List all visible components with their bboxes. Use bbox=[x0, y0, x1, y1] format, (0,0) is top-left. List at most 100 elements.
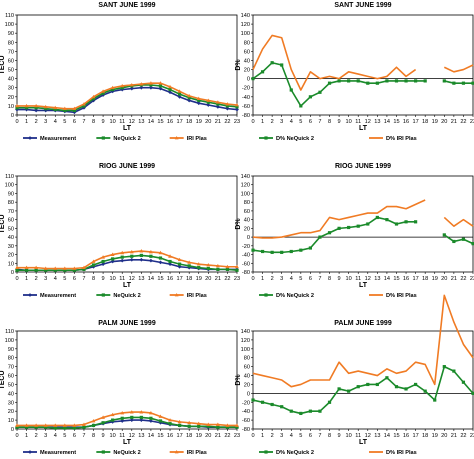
x-tick-label: 16 bbox=[403, 119, 409, 125]
data-point bbox=[187, 420, 192, 425]
data-point bbox=[177, 94, 182, 99]
series-iri-plas bbox=[15, 410, 239, 427]
x-tick-label: 2 bbox=[35, 433, 38, 439]
data-point bbox=[24, 106, 29, 110]
y-tick-label: 140 bbox=[241, 174, 250, 180]
y-tick-label: 110 bbox=[5, 174, 14, 180]
data-point bbox=[318, 90, 322, 94]
data-point bbox=[24, 268, 29, 272]
y-tick-label: 30 bbox=[8, 86, 14, 92]
y-tick-label: 40 bbox=[244, 218, 250, 224]
data-point bbox=[366, 81, 370, 85]
data-point bbox=[404, 79, 408, 83]
data-point bbox=[15, 268, 19, 272]
data-point bbox=[15, 106, 19, 110]
data-point bbox=[394, 385, 399, 389]
x-tick-label: 0 bbox=[15, 276, 18, 282]
x-tick-label: 3 bbox=[280, 433, 283, 439]
data-point bbox=[215, 422, 220, 426]
panel-palm-dpct: PALM JUNE 1999-80-60-40-2002040608010012… bbox=[235, 294, 474, 456]
data-point bbox=[139, 253, 143, 258]
x-tick-label: 2 bbox=[271, 276, 274, 282]
data-point bbox=[375, 215, 379, 220]
y-tick-label: -80 bbox=[242, 113, 250, 119]
y-tick-label: 50 bbox=[8, 226, 14, 232]
data-point bbox=[111, 257, 115, 261]
x-axis-label: LT bbox=[123, 282, 132, 289]
x-tick-label: 6 bbox=[309, 276, 312, 282]
y-tick-label: 20 bbox=[8, 95, 14, 101]
data-point bbox=[101, 89, 105, 93]
data-point bbox=[206, 263, 211, 267]
x-tick-label: 20 bbox=[205, 276, 211, 282]
data-point bbox=[101, 415, 105, 419]
y-tick-label: 0 bbox=[247, 77, 250, 83]
data-point bbox=[318, 235, 322, 239]
legend-label: NeQuick 2 bbox=[113, 293, 140, 299]
data-point bbox=[158, 419, 163, 423]
legend-item: D% IRI Plas bbox=[369, 293, 417, 299]
data-point bbox=[120, 255, 124, 259]
x-tick-label: 14 bbox=[384, 276, 390, 282]
data-point bbox=[111, 87, 115, 92]
series-d-nequick-2 bbox=[251, 61, 474, 108]
data-point bbox=[251, 248, 255, 252]
y-axis-label: D% bbox=[235, 59, 242, 71]
data-point bbox=[120, 86, 124, 90]
data-point bbox=[471, 242, 474, 246]
legend-item: D% NeQuick 2 bbox=[259, 293, 314, 299]
y-tick-label: 60 bbox=[8, 374, 14, 380]
x-tick-label: 13 bbox=[138, 433, 144, 439]
y-tick-label: 140 bbox=[241, 329, 250, 335]
data-point bbox=[235, 425, 239, 429]
series-d-iri-plas bbox=[252, 34, 474, 91]
data-point bbox=[43, 266, 48, 270]
legend-item: IRI Plas bbox=[169, 136, 207, 142]
x-tick-label: 17 bbox=[412, 276, 418, 282]
y-tick-label: 140 bbox=[241, 13, 250, 19]
x-tick-label: 9 bbox=[102, 276, 105, 282]
x-tick-label: 8 bbox=[92, 119, 95, 125]
x-tick-label: 10 bbox=[346, 433, 352, 439]
data-point bbox=[177, 419, 182, 424]
x-tick-label: 7 bbox=[318, 433, 321, 439]
x-tick-label: 22 bbox=[460, 119, 466, 125]
data-point bbox=[225, 267, 230, 271]
legend-label: Measurement bbox=[40, 450, 76, 456]
x-tick-label: 8 bbox=[328, 276, 331, 282]
y-tick-label: 60 bbox=[8, 218, 14, 224]
data-point bbox=[43, 104, 48, 109]
data-point bbox=[251, 398, 255, 402]
legend-marker bbox=[28, 136, 32, 140]
x-tick-label: 19 bbox=[196, 119, 202, 125]
data-point bbox=[356, 79, 360, 83]
data-point bbox=[129, 257, 134, 262]
data-point bbox=[82, 425, 86, 429]
x-tick-label: 11 bbox=[119, 119, 125, 125]
data-point bbox=[53, 266, 58, 270]
data-point bbox=[216, 102, 220, 106]
data-point bbox=[101, 262, 105, 267]
data-point bbox=[53, 426, 57, 430]
x-tick-label: 12 bbox=[365, 119, 371, 125]
x-tick-label: 16 bbox=[167, 433, 173, 439]
x-tick-label: 0 bbox=[251, 119, 254, 125]
data-point bbox=[318, 409, 322, 413]
y-tick-label: -60 bbox=[242, 104, 250, 110]
chart-title: SANT JUNE 1999 bbox=[334, 2, 391, 9]
series-iri-plas bbox=[15, 81, 239, 111]
panel-riog-tecu: RIOG JUNE 199901020304050607080901001100… bbox=[0, 163, 240, 299]
data-point bbox=[206, 424, 210, 428]
series-line bbox=[252, 34, 417, 91]
x-tick-label: 23 bbox=[470, 433, 474, 439]
data-point bbox=[196, 421, 201, 426]
data-point bbox=[289, 88, 293, 92]
data-point bbox=[235, 423, 239, 427]
y-tick-label: -60 bbox=[242, 261, 250, 267]
x-tick-label: 7 bbox=[318, 119, 321, 125]
series-line bbox=[252, 199, 426, 239]
x-tick-label: 15 bbox=[393, 433, 399, 439]
x-tick-label: 12 bbox=[129, 433, 135, 439]
x-tick-label: 5 bbox=[63, 433, 66, 439]
data-point bbox=[34, 425, 38, 429]
